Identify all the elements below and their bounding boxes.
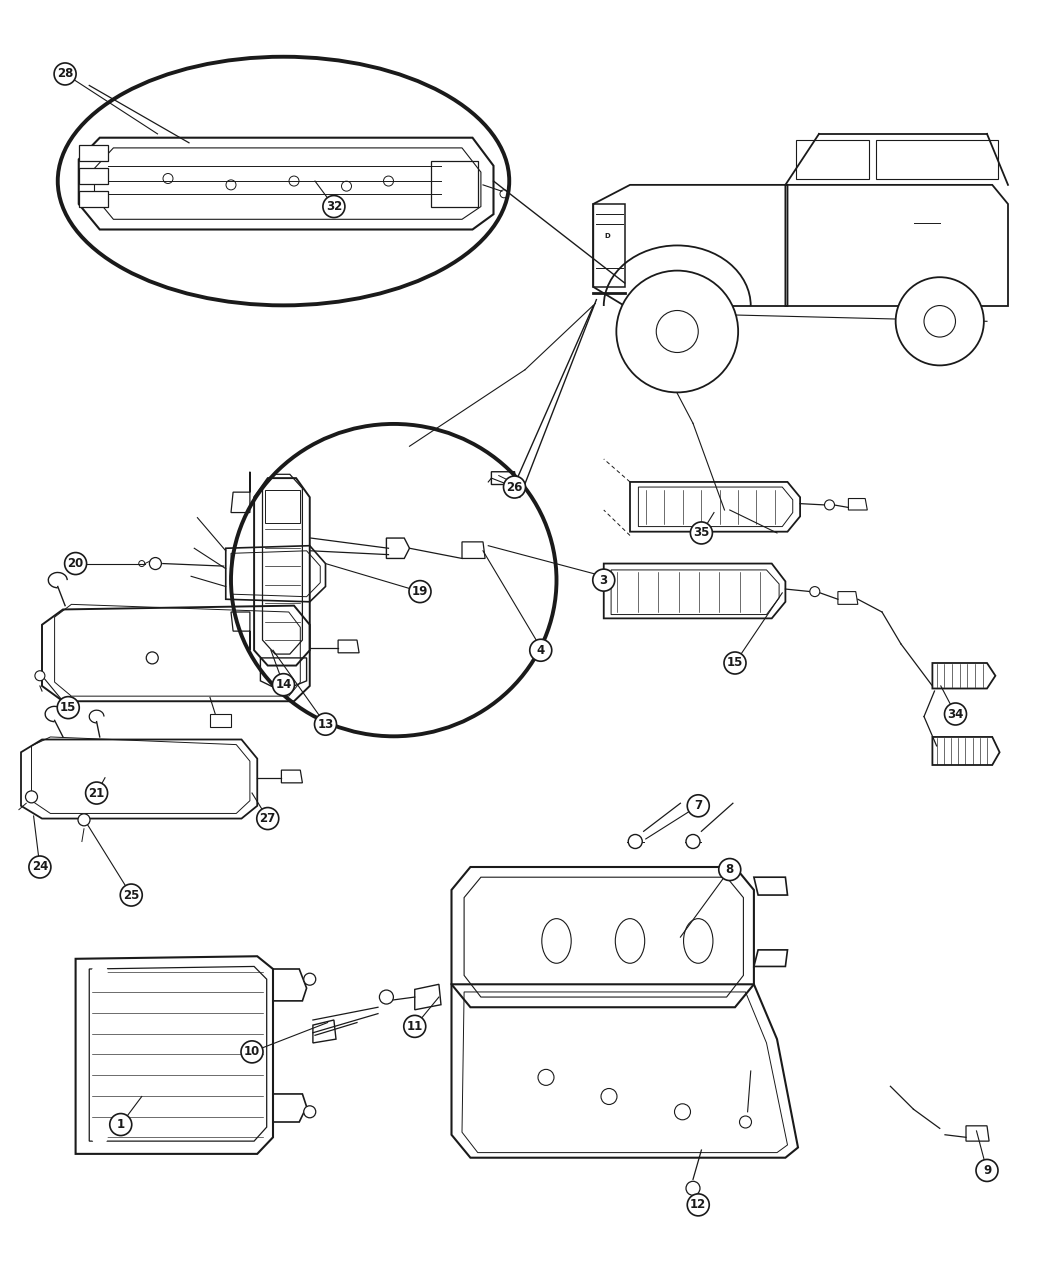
- Text: 1: 1: [117, 1118, 125, 1131]
- Circle shape: [404, 1015, 425, 1038]
- Circle shape: [323, 195, 344, 218]
- Text: 27: 27: [259, 812, 276, 825]
- Circle shape: [686, 835, 700, 848]
- Circle shape: [688, 794, 709, 817]
- Circle shape: [688, 1193, 709, 1216]
- Circle shape: [810, 586, 820, 597]
- Circle shape: [538, 1070, 554, 1085]
- Text: 14: 14: [275, 678, 292, 691]
- Circle shape: [896, 277, 984, 366]
- Circle shape: [55, 62, 76, 85]
- Text: 4: 4: [537, 644, 545, 657]
- Text: 3: 3: [600, 574, 608, 586]
- Circle shape: [29, 856, 50, 878]
- Circle shape: [628, 835, 643, 848]
- Circle shape: [410, 580, 430, 603]
- Circle shape: [601, 1089, 617, 1104]
- Circle shape: [121, 884, 142, 907]
- Text: 9: 9: [983, 1164, 991, 1177]
- Circle shape: [724, 652, 746, 674]
- Circle shape: [242, 1040, 262, 1063]
- Text: 10: 10: [244, 1046, 260, 1058]
- Text: 8: 8: [726, 863, 734, 876]
- Circle shape: [674, 1104, 691, 1119]
- Text: 21: 21: [88, 787, 105, 799]
- Ellipse shape: [58, 56, 509, 306]
- Text: 11: 11: [406, 1020, 423, 1033]
- Text: 35: 35: [693, 527, 710, 539]
- Circle shape: [91, 1130, 108, 1145]
- Text: 28: 28: [57, 68, 74, 80]
- Circle shape: [945, 703, 966, 725]
- Circle shape: [58, 696, 79, 719]
- Circle shape: [303, 1105, 316, 1118]
- Text: 34: 34: [947, 708, 964, 720]
- Circle shape: [65, 552, 86, 575]
- Text: 15: 15: [727, 657, 743, 669]
- Circle shape: [303, 973, 316, 986]
- Circle shape: [824, 500, 835, 510]
- Circle shape: [149, 557, 162, 570]
- Circle shape: [25, 790, 38, 803]
- Text: D: D: [604, 233, 610, 238]
- Text: 26: 26: [506, 481, 523, 493]
- Circle shape: [78, 813, 90, 826]
- FancyBboxPatch shape: [79, 145, 108, 161]
- Text: 24: 24: [32, 861, 48, 873]
- Circle shape: [686, 1182, 700, 1195]
- Circle shape: [739, 1116, 752, 1128]
- Circle shape: [616, 270, 738, 393]
- Ellipse shape: [231, 423, 556, 737]
- Circle shape: [504, 476, 525, 499]
- Circle shape: [86, 782, 107, 805]
- Circle shape: [976, 1159, 997, 1182]
- Text: 20: 20: [67, 557, 84, 570]
- Circle shape: [593, 569, 614, 592]
- FancyBboxPatch shape: [79, 168, 108, 184]
- FancyBboxPatch shape: [79, 191, 108, 207]
- Text: 12: 12: [690, 1198, 707, 1211]
- Circle shape: [91, 964, 108, 979]
- Circle shape: [691, 521, 712, 544]
- Text: 19: 19: [412, 585, 428, 598]
- Circle shape: [257, 807, 278, 830]
- Circle shape: [719, 858, 740, 881]
- Circle shape: [379, 991, 394, 1003]
- Circle shape: [35, 671, 45, 681]
- Circle shape: [273, 673, 294, 696]
- Circle shape: [315, 713, 336, 736]
- Circle shape: [924, 306, 956, 337]
- Circle shape: [656, 311, 698, 352]
- Text: 7: 7: [694, 799, 702, 812]
- Circle shape: [110, 1113, 131, 1136]
- Text: 25: 25: [123, 889, 140, 901]
- Text: 13: 13: [317, 718, 334, 731]
- Circle shape: [146, 652, 159, 664]
- Text: 15: 15: [60, 701, 77, 714]
- Circle shape: [530, 639, 551, 662]
- Text: 32: 32: [326, 200, 342, 213]
